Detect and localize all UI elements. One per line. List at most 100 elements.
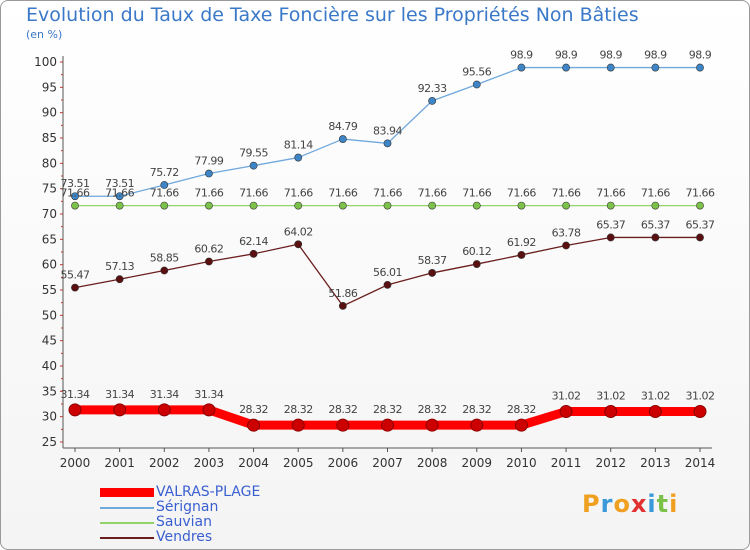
- data-point: [113, 403, 127, 417]
- data-label: 71.66: [284, 187, 313, 200]
- y-tick-label: 95: [42, 80, 57, 94]
- data-label: 71.66: [105, 187, 134, 200]
- x-tick-label: 2011: [551, 456, 582, 470]
- x-tick-label: 2014: [685, 456, 716, 470]
- data-label: 73.51: [61, 177, 90, 190]
- data-point: [383, 280, 392, 289]
- data-point: [338, 135, 347, 143]
- y-tick-label: 40: [42, 359, 57, 373]
- x-tick-label: 2012: [595, 456, 626, 470]
- y-tick-label: 55: [42, 283, 57, 297]
- x-tick-label: 2004: [238, 456, 269, 470]
- y-tick-label: 30: [42, 410, 57, 424]
- data-label: 61.92: [507, 236, 536, 249]
- x-tick-label: 2006: [328, 456, 359, 470]
- data-point: [562, 63, 570, 72]
- x-tick-label: 2001: [104, 456, 135, 470]
- data-point: [428, 201, 437, 210]
- data-point: [472, 80, 481, 89]
- data-label: 51.86: [328, 287, 357, 300]
- legend-label: Sauvian: [156, 514, 212, 530]
- x-tick-label: 2007: [372, 456, 403, 470]
- data-point: [562, 201, 570, 210]
- data-label: 28.32: [373, 403, 402, 416]
- y-tick-label: 50: [42, 308, 57, 322]
- x-tick-label: 2000: [60, 456, 91, 470]
- data-label: 58.85: [150, 251, 179, 264]
- data-point: [559, 404, 573, 418]
- data-label: 28.32: [239, 403, 268, 416]
- data-label: 28.32: [462, 403, 491, 416]
- legend-swatch: [100, 507, 154, 509]
- logo-letter: x: [630, 490, 648, 518]
- data-label: 77.99: [194, 155, 223, 168]
- data-label: 56.01: [373, 266, 402, 279]
- data-label: 71.66: [686, 187, 715, 200]
- data-point: [648, 404, 662, 418]
- data-label: 28.32: [328, 403, 357, 416]
- data-point: [247, 418, 261, 432]
- data-point: [517, 251, 526, 259]
- data-point: [514, 418, 528, 432]
- y-tick-label: 70: [42, 207, 57, 221]
- logo-letter: t: [656, 490, 670, 518]
- data-point: [71, 283, 79, 292]
- y-tick-label: 90: [42, 106, 57, 120]
- data-label: 31.02: [641, 389, 670, 402]
- data-point: [693, 404, 707, 418]
- data-label: 31.02: [552, 389, 581, 402]
- data-point: [336, 418, 350, 432]
- x-tick-label: 2005: [283, 456, 314, 470]
- data-point: [249, 249, 258, 258]
- data-label: 98.9: [689, 49, 712, 62]
- chart-title: Evolution du Taux de Taxe Foncière sur l…: [26, 4, 639, 26]
- data-label: 71.66: [194, 187, 223, 200]
- x-tick-label: 2010: [506, 456, 537, 470]
- data-point: [294, 153, 303, 162]
- data-point: [381, 418, 394, 432]
- data-point: [428, 96, 437, 105]
- data-point: [606, 233, 615, 242]
- data-point: [651, 233, 660, 242]
- data-label: 75.72: [150, 166, 179, 179]
- data-label: 71.66: [507, 187, 536, 200]
- logo-letter: i: [669, 490, 679, 518]
- y-tick-label: 80: [42, 156, 57, 170]
- data-point: [249, 201, 258, 210]
- legend-label: Vendres: [156, 529, 213, 545]
- y-tick-label: 75: [42, 182, 57, 196]
- chart-subtitle: (en %): [26, 28, 63, 41]
- data-label: 92.33: [418, 82, 447, 95]
- x-tick-label: 2008: [417, 456, 448, 470]
- data-point: [115, 201, 124, 210]
- data-point: [71, 192, 79, 201]
- data-point: [696, 233, 704, 242]
- data-label: 71.66: [373, 187, 402, 200]
- data-label: 71.66: [328, 187, 357, 200]
- x-tick-label: 2002: [149, 456, 180, 470]
- data-point: [517, 201, 526, 210]
- data-label: 60.12: [462, 245, 491, 258]
- y-tick-label: 25: [42, 435, 57, 449]
- data-label: 98.9: [555, 49, 578, 62]
- data-point: [606, 63, 615, 72]
- data-label: 57.13: [105, 260, 134, 273]
- data-point: [651, 63, 660, 72]
- x-tick-label: 2009: [462, 456, 493, 470]
- data-point: [472, 260, 481, 268]
- data-point: [115, 275, 124, 284]
- data-label: 65.37: [686, 218, 715, 231]
- data-point: [383, 139, 392, 148]
- data-label: 58.37: [418, 254, 447, 267]
- data-point: [205, 201, 213, 210]
- data-label: 63.78: [552, 227, 581, 240]
- data-point: [470, 418, 484, 432]
- legend-label: VALRAS-PLAGE: [156, 484, 261, 500]
- data-label: 31.34: [194, 388, 223, 401]
- data-label: 71.66: [462, 187, 491, 200]
- data-label: 31.34: [61, 388, 90, 401]
- data-point: [651, 201, 660, 210]
- data-label: 64.02: [284, 225, 313, 238]
- y-tick-label: 85: [42, 131, 57, 145]
